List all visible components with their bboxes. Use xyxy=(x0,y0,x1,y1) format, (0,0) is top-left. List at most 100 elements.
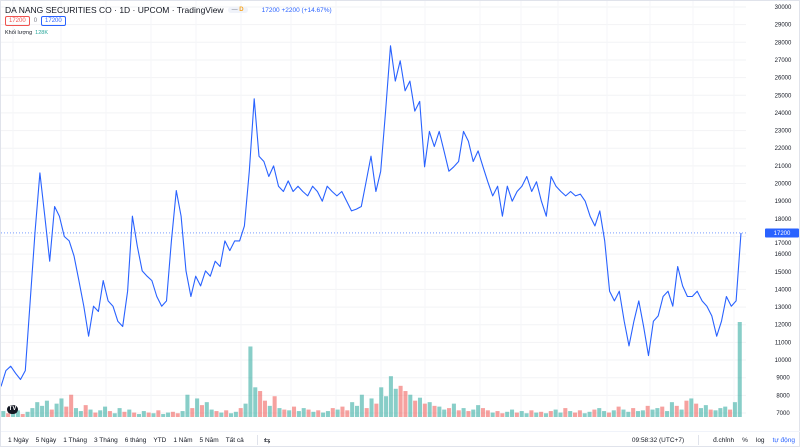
volume-bar xyxy=(544,413,548,417)
volume-bar xyxy=(403,391,407,417)
buy-button[interactable]: 17200 xyxy=(41,16,66,26)
range-button-3[interactable]: 3 Tháng xyxy=(94,437,118,444)
volume-bar xyxy=(321,413,325,417)
last-price-tag-label: 17200 xyxy=(774,231,791,237)
range-button-7[interactable]: 5 Năm xyxy=(200,437,219,444)
volume-bar xyxy=(612,410,616,417)
volume-bar xyxy=(282,410,286,417)
y-tick-label: 25000 xyxy=(775,93,792,99)
y-tick-label: 27000 xyxy=(775,58,792,64)
volume-bar xyxy=(539,412,543,417)
volume-bar xyxy=(350,402,354,417)
adjust-toggle[interactable]: đ.chỉnh xyxy=(713,437,734,444)
volume-bar xyxy=(181,411,185,417)
volume-bar xyxy=(292,407,296,417)
y-tick-label: 23000 xyxy=(775,129,792,135)
volume-bar xyxy=(45,401,49,417)
y-tick-label: 8000 xyxy=(776,393,790,399)
volume-bar xyxy=(156,410,160,417)
volume-bar xyxy=(684,401,688,417)
volume-bar xyxy=(239,408,243,417)
volume-bar xyxy=(718,408,722,417)
volume-bar xyxy=(253,387,257,417)
volume-bar xyxy=(408,395,412,417)
volume-bar xyxy=(723,407,727,417)
range-button-6[interactable]: 1 Năm xyxy=(173,437,192,444)
volume-bar xyxy=(258,391,262,417)
volume-bar xyxy=(689,398,693,417)
range-button-4[interactable]: 6 tháng xyxy=(125,437,147,444)
volume-bar xyxy=(21,414,25,417)
last-price: 17200 xyxy=(262,7,280,14)
volume-bar xyxy=(554,410,558,417)
volume-bar xyxy=(244,404,248,417)
y-tick-label: 29000 xyxy=(775,23,792,29)
y-tick-label: 16000 xyxy=(775,252,792,258)
volume-bar xyxy=(733,402,737,417)
volume-bar xyxy=(500,413,504,417)
y-tick-label: 17000 xyxy=(775,241,792,247)
range-button-1[interactable]: 5 Ngày xyxy=(36,437,57,444)
tradingview-logo-icon[interactable]: TV xyxy=(7,405,18,414)
source: TradingView xyxy=(177,5,224,15)
y-tick-label: 12000 xyxy=(775,323,792,329)
symbol-name: DA NANG SECURITIES CO xyxy=(5,5,112,15)
volume-value: 128K xyxy=(35,30,48,36)
y-tick-label: 14000 xyxy=(775,287,792,293)
volume-bar xyxy=(118,408,122,417)
divider xyxy=(257,435,258,445)
volume-bar xyxy=(442,410,446,417)
volume-bar xyxy=(297,411,301,417)
volume-bar xyxy=(466,411,470,417)
volume-bar xyxy=(568,411,572,417)
volume-bar xyxy=(50,410,54,417)
price-chart[interactable]: 3000029000280002700026000250002400023000… xyxy=(1,1,800,419)
range-button-2[interactable]: 1 Tháng xyxy=(63,437,87,444)
volume-bar xyxy=(476,405,480,417)
volume-bar xyxy=(617,407,621,417)
range-button-8[interactable]: Tất cả xyxy=(226,437,244,444)
volume-bar xyxy=(505,412,509,417)
y-tick-label: 24000 xyxy=(775,111,792,117)
exchange: UPCOM xyxy=(138,5,170,15)
volume-bar xyxy=(481,408,485,417)
volume-bar xyxy=(69,395,73,417)
bid-ask: 17200 0 17200 xyxy=(5,16,66,26)
volume-bar xyxy=(525,413,529,417)
volume-bar xyxy=(728,410,732,417)
volume-bar xyxy=(515,413,519,417)
quote: 17200 +2200 (+14.67%) xyxy=(262,7,332,14)
volume-bar xyxy=(122,412,126,417)
volume-bar xyxy=(709,410,713,417)
range-button-5[interactable]: YTD xyxy=(153,437,166,444)
log-toggle[interactable]: log xyxy=(756,437,765,444)
volume-bar xyxy=(655,408,659,417)
volume-bar xyxy=(491,413,495,417)
volume-bar xyxy=(699,408,703,417)
volume-bar xyxy=(486,410,490,417)
date-range-icon[interactable]: ⇆ xyxy=(264,436,271,445)
volume-bar xyxy=(573,413,577,417)
volume-bar xyxy=(108,411,112,417)
volume-bar xyxy=(142,411,146,417)
volume-bar xyxy=(462,408,466,417)
volume-bar xyxy=(113,413,117,417)
sell-button[interactable]: 17200 xyxy=(5,16,30,26)
volume-bar xyxy=(423,404,427,417)
volume-bar xyxy=(214,411,218,417)
percent-toggle[interactable]: % xyxy=(742,437,748,444)
y-tick-label: 15000 xyxy=(775,270,792,276)
y-tick-label: 26000 xyxy=(775,76,792,82)
volume-bar xyxy=(636,411,640,417)
market-status-badge[interactable]: — D xyxy=(228,7,248,13)
y-tick-label: 22000 xyxy=(775,146,792,152)
badge-letter: D xyxy=(239,7,243,13)
volume-bar xyxy=(79,411,83,417)
y-tick-label: 21000 xyxy=(775,164,792,170)
volume-bar xyxy=(326,411,330,417)
y-tick-label: 18000 xyxy=(775,217,792,223)
auto-scale-toggle[interactable]: tự động xyxy=(773,437,795,444)
price-change: +2200 (+14.67%) xyxy=(281,7,331,14)
range-button-0[interactable]: 1 Ngày xyxy=(8,437,29,444)
volume-bar xyxy=(64,407,68,417)
